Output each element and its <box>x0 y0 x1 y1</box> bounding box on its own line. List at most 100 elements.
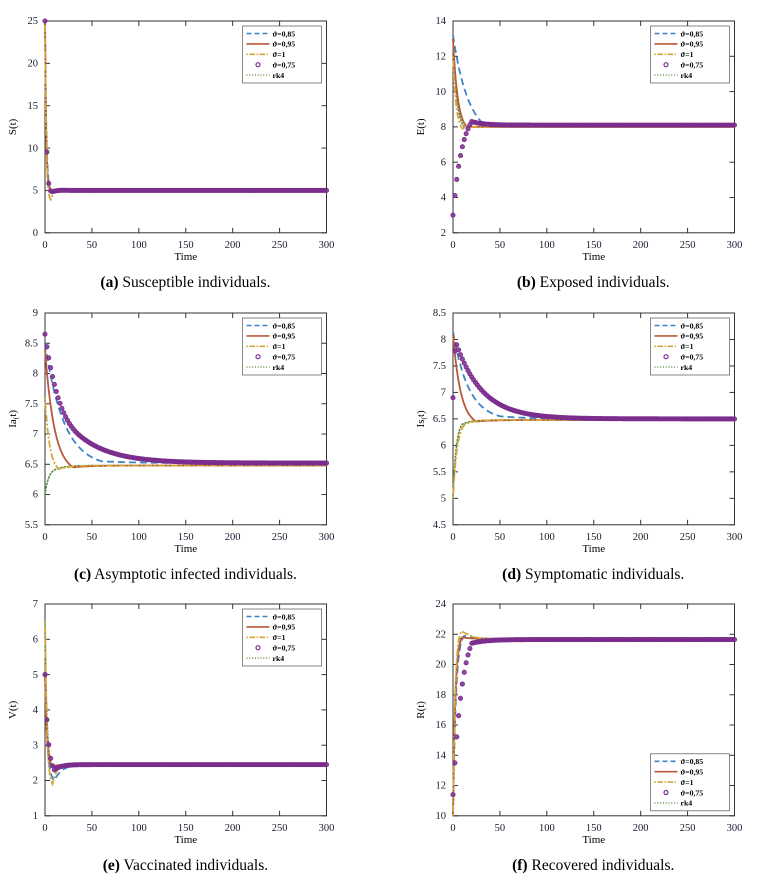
svg-text:ϑ=0,75: ϑ=0,75 <box>272 353 295 362</box>
svg-text:15: 15 <box>27 101 37 112</box>
svg-text:7: 7 <box>32 599 37 610</box>
svg-text:200: 200 <box>225 532 241 543</box>
svg-text:200: 200 <box>225 239 241 250</box>
svg-text:7.5: 7.5 <box>432 361 445 372</box>
svg-text:50: 50 <box>86 532 96 543</box>
svg-text:ϑ=0,85: ϑ=0,85 <box>272 29 295 38</box>
svg-text:250: 250 <box>679 239 695 250</box>
svg-text:V(t): V(t) <box>7 700 19 719</box>
svg-text:ϑ=1: ϑ=1 <box>272 633 285 642</box>
svg-text:8: 8 <box>32 369 37 380</box>
svg-text:Time: Time <box>174 250 197 262</box>
svg-text:3: 3 <box>32 740 37 751</box>
svg-text:10: 10 <box>27 143 37 154</box>
svg-text:rk4: rk4 <box>680 799 692 808</box>
svg-text:6: 6 <box>32 490 37 501</box>
svg-text:300: 300 <box>318 823 334 834</box>
svg-text:150: 150 <box>178 532 194 543</box>
svg-text:50: 50 <box>86 823 96 834</box>
svg-text:S(t): S(t) <box>7 118 19 135</box>
svg-text:250: 250 <box>679 823 695 834</box>
svg-text:24: 24 <box>435 599 446 610</box>
svg-text:rk4: rk4 <box>680 71 692 80</box>
svg-text:100: 100 <box>538 239 554 250</box>
svg-text:Time: Time <box>174 834 197 846</box>
svg-text:ϑ=0,75: ϑ=0,75 <box>272 643 295 652</box>
svg-text:150: 150 <box>585 823 601 834</box>
svg-text:0: 0 <box>450 532 455 543</box>
svg-text:ϑ=0,95: ϑ=0,95 <box>272 623 295 632</box>
svg-text:0: 0 <box>450 823 455 834</box>
svg-text:2: 2 <box>440 228 445 239</box>
svg-text:16: 16 <box>435 720 445 731</box>
svg-text:10: 10 <box>435 86 445 97</box>
svg-text:300: 300 <box>726 532 742 543</box>
svg-text:ϑ=0,85: ϑ=0,85 <box>680 322 703 331</box>
svg-text:150: 150 <box>585 239 601 250</box>
svg-text:5: 5 <box>32 185 37 196</box>
svg-text:7: 7 <box>440 388 445 399</box>
svg-text:5: 5 <box>32 670 37 681</box>
svg-text:7: 7 <box>32 430 37 441</box>
svg-text:100: 100 <box>538 823 554 834</box>
svg-text:Time: Time <box>582 543 605 555</box>
svg-text:50: 50 <box>494 239 504 250</box>
svg-text:rk4: rk4 <box>272 654 284 663</box>
svg-text:50: 50 <box>494 532 504 543</box>
svg-text:ϑ=1: ϑ=1 <box>680 778 693 787</box>
svg-text:ϑ=0,75: ϑ=0,75 <box>680 353 703 362</box>
svg-text:0: 0 <box>32 228 37 239</box>
svg-text:ϑ=0,95: ϑ=0,95 <box>272 39 295 48</box>
svg-text:8: 8 <box>440 335 445 346</box>
svg-text:50: 50 <box>86 239 96 250</box>
svg-text:5.5: 5.5 <box>25 520 38 531</box>
svg-text:50: 50 <box>494 823 504 834</box>
svg-text:250: 250 <box>271 823 287 834</box>
svg-text:9: 9 <box>32 308 37 319</box>
svg-text:100: 100 <box>131 823 147 834</box>
svg-text:250: 250 <box>679 532 695 543</box>
svg-text:300: 300 <box>726 239 742 250</box>
svg-text:12: 12 <box>435 51 445 62</box>
svg-text:300: 300 <box>318 532 334 543</box>
svg-text:ϑ=0,75: ϑ=0,75 <box>680 788 703 797</box>
svg-text:0: 0 <box>42 532 47 543</box>
svg-text:ϑ=0,85: ϑ=0,85 <box>272 612 295 621</box>
svg-text:ϑ=0,85: ϑ=0,85 <box>680 29 703 38</box>
svg-text:6.5: 6.5 <box>25 460 38 471</box>
svg-text:150: 150 <box>178 239 194 250</box>
svg-text:R(t): R(t) <box>415 701 427 719</box>
svg-text:200: 200 <box>632 823 648 834</box>
svg-text:0: 0 <box>42 239 47 250</box>
svg-text:8.5: 8.5 <box>25 339 38 350</box>
svg-text:Time: Time <box>582 250 605 262</box>
svg-text:ϑ=1: ϑ=1 <box>272 342 285 351</box>
svg-text:250: 250 <box>271 532 287 543</box>
svg-text:100: 100 <box>538 532 554 543</box>
svg-text:25: 25 <box>27 16 37 27</box>
svg-text:300: 300 <box>318 239 334 250</box>
svg-text:ϑ=0,75: ϑ=0,75 <box>680 60 703 69</box>
svg-text:250: 250 <box>271 239 287 250</box>
svg-text:6: 6 <box>440 157 445 168</box>
svg-text:200: 200 <box>632 532 648 543</box>
svg-text:ϑ=0,95: ϑ=0,95 <box>680 332 703 341</box>
svg-text:100: 100 <box>131 239 147 250</box>
svg-text:7.5: 7.5 <box>25 399 38 410</box>
svg-text:Is(t): Is(t) <box>415 410 428 427</box>
svg-text:E(t): E(t) <box>415 118 427 135</box>
svg-text:6.5: 6.5 <box>432 414 445 425</box>
svg-text:ϑ=0,75: ϑ=0,75 <box>272 60 295 69</box>
svg-text:22: 22 <box>435 629 445 640</box>
svg-text:14: 14 <box>435 750 446 761</box>
svg-text:20: 20 <box>435 660 445 671</box>
svg-text:ϑ=0,85: ϑ=0,85 <box>272 322 295 331</box>
svg-text:12: 12 <box>435 781 445 792</box>
svg-text:ϑ=0,95: ϑ=0,95 <box>680 39 703 48</box>
svg-text:8: 8 <box>440 122 445 133</box>
svg-text:18: 18 <box>435 690 445 701</box>
svg-text:ϑ=1: ϑ=1 <box>680 342 693 351</box>
svg-text:5: 5 <box>440 494 445 505</box>
svg-text:8.5: 8.5 <box>432 308 445 319</box>
svg-text:rk4: rk4 <box>272 363 284 372</box>
